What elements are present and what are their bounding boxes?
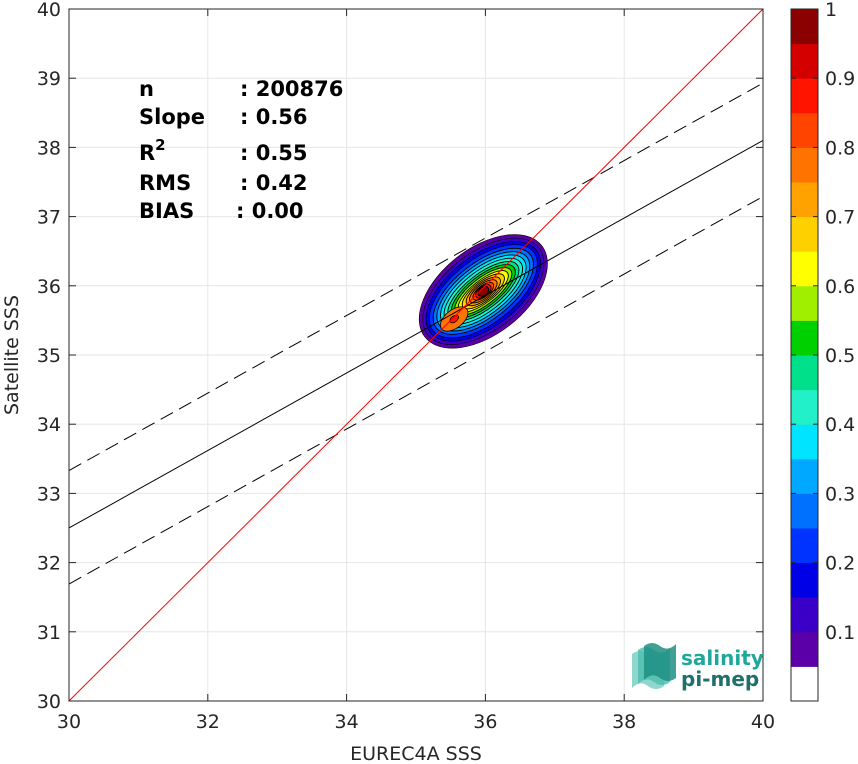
salinity-pi-mep-logo: salinity pi-mep bbox=[632, 643, 764, 691]
logo-line2: pi-mep bbox=[681, 667, 759, 691]
y-axis-label: Satellite SSS bbox=[1, 295, 23, 415]
colorbar-segment bbox=[791, 666, 818, 702]
colorbar-segment bbox=[791, 458, 818, 494]
colorbar-segment bbox=[791, 424, 818, 460]
fit-lower-dashed-line bbox=[69, 196, 763, 585]
colorbar-tick-label: 0.2 bbox=[825, 553, 855, 575]
colorbar-tick-label: 0.4 bbox=[825, 414, 855, 436]
colorbar-segment bbox=[791, 9, 818, 45]
colorbar-tick-label: 1 bbox=[825, 0, 837, 21]
colorbar-tick-label: 0.6 bbox=[825, 276, 855, 298]
grid bbox=[68, 8, 764, 702]
colorbar-segment bbox=[791, 78, 818, 114]
x-tick-label: 34 bbox=[335, 711, 359, 733]
x-axis-label: EUREC4A SSS bbox=[350, 743, 482, 764]
colorbar-tick-label: 0.1 bbox=[825, 622, 855, 644]
colorbar-segment bbox=[791, 320, 818, 356]
x-tick-labels: 30 32 34 36 38 40 bbox=[57, 711, 775, 733]
y-tick-label: 37 bbox=[37, 207, 61, 229]
y-tick-label: 33 bbox=[37, 483, 61, 505]
y-tick-label: 35 bbox=[37, 345, 61, 367]
colorbar-tick-label: 0.8 bbox=[825, 137, 855, 159]
density-peak bbox=[477, 286, 490, 297]
colorbar-segment bbox=[791, 112, 818, 148]
colorbar-tick-label: 0.5 bbox=[825, 345, 855, 367]
regression-lines bbox=[69, 9, 763, 701]
y-tick-label: 39 bbox=[37, 68, 61, 90]
x-tick-label: 30 bbox=[57, 711, 81, 733]
y-tick-label: 30 bbox=[37, 691, 61, 713]
colorbar-tick-label: 0.9 bbox=[825, 68, 855, 90]
x-tick-label: 40 bbox=[751, 711, 775, 733]
stat-label: n bbox=[139, 77, 154, 101]
y-tick-label: 34 bbox=[37, 414, 61, 436]
density-secondary-core bbox=[449, 314, 459, 324]
colorbar-segment bbox=[791, 147, 818, 183]
colorbar-segment bbox=[791, 216, 818, 252]
stat-value: : 0.00 bbox=[236, 199, 304, 223]
stat-label: RMS bbox=[139, 171, 191, 195]
colorbar-segment bbox=[791, 182, 818, 218]
colorbar-tick-label: 0.7 bbox=[825, 207, 855, 229]
x-tick-label: 32 bbox=[196, 711, 220, 733]
y-tick-label: 31 bbox=[37, 622, 61, 644]
axis-ticks bbox=[68, 8, 764, 702]
colorbar-segment bbox=[791, 389, 818, 425]
fit-upper-dashed-line bbox=[69, 82, 763, 472]
stat-value: : 200876 bbox=[240, 77, 343, 101]
y-tick-label: 32 bbox=[37, 553, 61, 575]
stat-value: : 0.42 bbox=[240, 171, 308, 195]
colorbar-segment bbox=[791, 597, 818, 633]
stat-label: BIAS bbox=[139, 199, 194, 223]
colorbar-tick-label: 0.3 bbox=[825, 483, 855, 505]
stat-label-superscript: 2 bbox=[155, 136, 165, 154]
colorbar-segment bbox=[791, 251, 818, 287]
colorbar-segment bbox=[791, 285, 818, 321]
stat-value: : 0.55 bbox=[240, 141, 308, 165]
fit-line bbox=[69, 140, 763, 529]
colorbar-segment bbox=[791, 528, 818, 564]
colorbar-segment bbox=[791, 493, 818, 529]
y-tick-label: 40 bbox=[37, 0, 61, 21]
waves-logo-icon bbox=[632, 643, 676, 689]
x-tick-label: 38 bbox=[612, 711, 636, 733]
logo-line1: salinity bbox=[681, 646, 764, 670]
y-tick-label: 36 bbox=[37, 276, 61, 298]
colorbar-segment bbox=[791, 631, 818, 667]
stat-value: : 0.56 bbox=[240, 105, 308, 129]
identity-line bbox=[69, 9, 763, 701]
colorbar: 0.1 0.2 0.3 0.4 0.5 0.6 0.7 0.8 0.9 1 bbox=[790, 0, 855, 702]
colorbar-segment bbox=[791, 355, 818, 391]
y-tick-labels: 30 31 32 33 34 35 36 37 38 39 40 bbox=[37, 0, 61, 713]
stat-label: Slope bbox=[139, 105, 205, 129]
colorbar-segment bbox=[791, 43, 818, 79]
y-tick-label: 38 bbox=[37, 137, 61, 159]
x-tick-label: 36 bbox=[473, 711, 497, 733]
colorbar-segment bbox=[791, 562, 818, 598]
